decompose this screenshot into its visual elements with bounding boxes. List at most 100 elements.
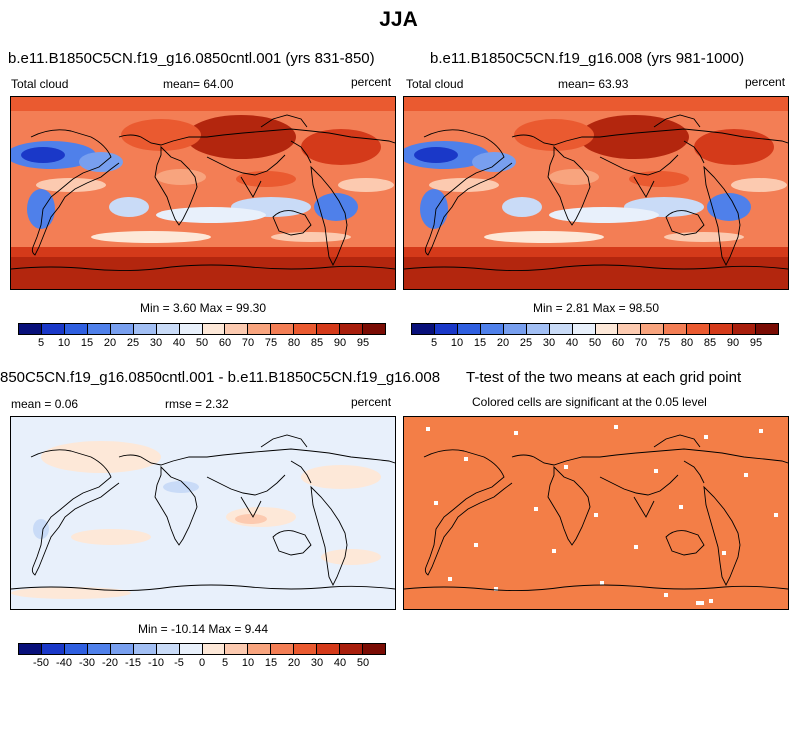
- panel1-map-svg: [11, 97, 395, 289]
- colorbar-cell: [526, 324, 550, 334]
- colorbar-cell: [271, 324, 295, 334]
- colorbar-tick-label: 50: [195, 337, 209, 349]
- colorbar-tick-label: -50: [33, 657, 49, 669]
- colorbar-cell: [133, 644, 157, 654]
- colorbar-cell: [733, 324, 757, 334]
- colorbar-cell: [110, 644, 134, 654]
- colorbar-cell: [87, 324, 111, 334]
- panel3-title: 850C5CN.f19_g16.0850cntl.001 - b.e11.B18…: [0, 369, 441, 386]
- panel1-mean-label: mean= 64.00: [163, 77, 234, 91]
- colorbar-tick-label: 15: [264, 657, 278, 669]
- colorbar-tick-label: 90: [726, 337, 740, 349]
- colorbar-cell: [687, 324, 711, 334]
- panel1-minmax: Min = 3.60 Max = 99.30: [139, 301, 267, 315]
- colorbar-tick-label: 70: [634, 337, 648, 349]
- panel1-colorbar-labels: 5 10 15 20 25 30 40 50 60 70 75 80 85 90 95: [18, 337, 386, 351]
- colorbar-cell: [434, 324, 458, 334]
- colorbar-cell: [156, 324, 180, 334]
- colorbar-cell: [179, 644, 203, 654]
- colorbar-cell: [41, 324, 65, 334]
- colorbar-tick-label: 40: [565, 337, 579, 349]
- colorbar-tick-label: -30: [79, 657, 95, 669]
- colorbar-cell: [363, 644, 385, 654]
- colorbar-cell: [64, 324, 88, 334]
- colorbar-cell: [271, 644, 295, 654]
- colorbar-tick-label: 5: [430, 337, 438, 349]
- colorbar-tick-label: -10: [148, 657, 164, 669]
- colorbar-cell: [412, 324, 435, 334]
- colorbar-tick-label: 20: [287, 657, 301, 669]
- colorbar-cell: [595, 324, 619, 334]
- colorbar-cell: [457, 324, 481, 334]
- colorbar-cell: [294, 644, 318, 654]
- colorbar-tick-label: 5: [221, 657, 229, 669]
- colorbar-cell: [641, 324, 665, 334]
- colorbar-cell: [340, 324, 364, 334]
- colorbar-tick-label: 30: [149, 337, 163, 349]
- colorbar-cell: [87, 644, 111, 654]
- colorbar-cell: [156, 644, 180, 654]
- panel3-rmse-label: rmse = 2.32: [165, 397, 229, 411]
- colorbar-tick-label: 30: [310, 657, 324, 669]
- colorbar-cell: [202, 324, 226, 334]
- panel4-map: [403, 416, 789, 610]
- colorbar-cell: [710, 324, 734, 334]
- colorbar-cell: [480, 324, 504, 334]
- panel3-map-svg: [11, 417, 395, 609]
- colorbar-tick-label: 95: [749, 337, 763, 349]
- panel3-colorbar-labels: -50 -40 -30 -20 -15 -10 -5 0 5 10 15 20 30 40 50: [18, 657, 386, 671]
- panel4-map-svg: [404, 417, 788, 609]
- colorbar-cell: [317, 644, 341, 654]
- panel1-map: [10, 96, 396, 290]
- colorbar-cell: [340, 644, 364, 654]
- colorbar-cell: [549, 324, 573, 334]
- colorbar-cell: [133, 324, 157, 334]
- panel3-map: [10, 416, 396, 610]
- colorbar-tick-label: 90: [333, 337, 347, 349]
- colorbar-tick-label: 15: [473, 337, 487, 349]
- colorbar-cell: [294, 324, 318, 334]
- colorbar-tick-label: -20: [102, 657, 118, 669]
- colorbar-tick-label: 40: [333, 657, 347, 669]
- colorbar-cell: [41, 644, 65, 654]
- colorbar-tick-label: 60: [218, 337, 232, 349]
- panel4-subtitle: Colored cells are significant at the 0.0…: [472, 395, 707, 409]
- colorbar-cell: [225, 644, 249, 654]
- panel1-title: b.e11.B1850C5CN.f19_g16.0850cntl.001 (yr…: [8, 50, 375, 67]
- colorbar-cell: [363, 324, 385, 334]
- panel2-map: [403, 96, 789, 290]
- colorbar-cell: [664, 324, 688, 334]
- main-title: JJA: [379, 8, 418, 31]
- colorbar-tick-label: 75: [264, 337, 278, 349]
- panel2-left-label: Total cloud: [406, 77, 464, 91]
- colorbar-cell: [19, 644, 42, 654]
- colorbar-tick-label: 50: [588, 337, 602, 349]
- colorbar-tick-label: 85: [310, 337, 324, 349]
- colorbar-tick-label: 10: [241, 657, 255, 669]
- colorbar-cell: [503, 324, 527, 334]
- colorbar-cell: [110, 324, 134, 334]
- panel4-nonsignificant-cells: [426, 425, 778, 605]
- panel1-left-label: Total cloud: [11, 77, 69, 91]
- panel2-map-svg: [404, 97, 788, 289]
- colorbar-cell: [618, 324, 642, 334]
- colorbar-tick-label: 85: [703, 337, 717, 349]
- panel3-minmax: Min = -10.14 Max = 9.44: [137, 622, 269, 636]
- colorbar-cell: [248, 324, 272, 334]
- colorbar-tick-label: -15: [125, 657, 141, 669]
- colorbar-cell: [248, 644, 272, 654]
- colorbar-cell: [19, 324, 42, 334]
- colorbar-tick-label: 10: [450, 337, 464, 349]
- colorbar-tick-label: 50: [356, 657, 370, 669]
- panel4-title: T-test of the two means at each grid poi…: [466, 369, 742, 386]
- panel1-units-label: percent: [351, 75, 392, 89]
- colorbar-cell: [317, 324, 341, 334]
- colorbar-tick-label: 20: [496, 337, 510, 349]
- colorbar-tick-label: 95: [356, 337, 370, 349]
- colorbar-tick-label: 10: [57, 337, 71, 349]
- colorbar-cell: [202, 644, 226, 654]
- panel2-units-label: percent: [745, 75, 786, 89]
- panel3-colorbar: [18, 643, 386, 655]
- colorbar-tick-label: 15: [80, 337, 94, 349]
- colorbar-tick-label: 0: [198, 657, 206, 669]
